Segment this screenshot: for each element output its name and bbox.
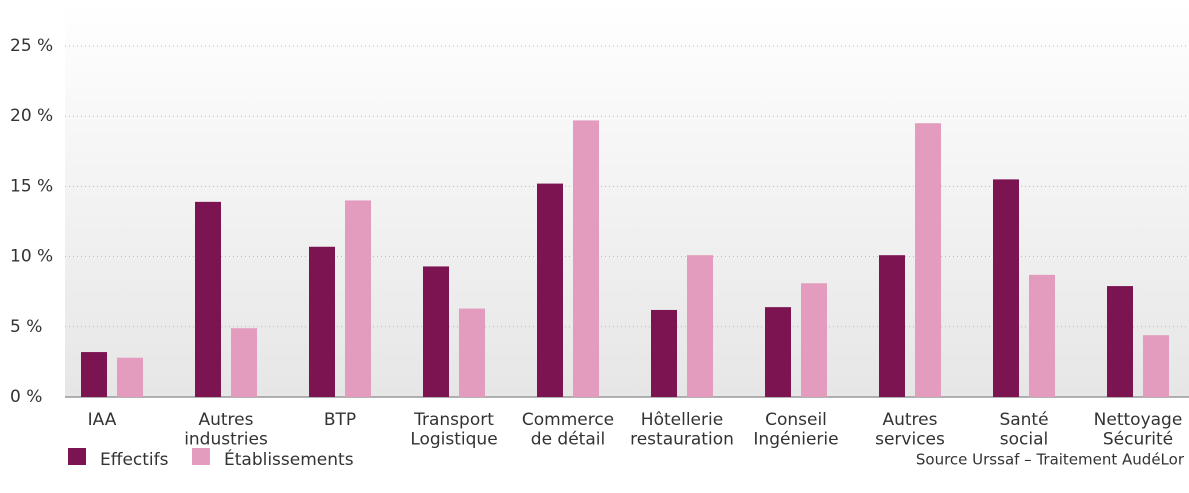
bar	[117, 357, 143, 397]
y-tick-label: 10 %	[10, 247, 53, 267]
bar	[993, 179, 1019, 397]
bar	[345, 200, 371, 397]
x-tick-label: Hôtellerie restauration	[630, 410, 734, 450]
legend-label: Effectifs	[100, 450, 169, 470]
x-tick-label: Santé social	[999, 410, 1048, 450]
bar	[1029, 274, 1055, 397]
bar	[801, 283, 827, 397]
bar	[459, 308, 485, 397]
bar	[1107, 286, 1133, 397]
y-tick-label: 25 %	[10, 36, 53, 56]
y-tick-label: 20 %	[10, 106, 53, 126]
bar	[1143, 335, 1169, 397]
bar	[879, 255, 905, 397]
y-tick-label: 15 %	[10, 176, 53, 196]
bar	[195, 201, 221, 397]
bar	[573, 120, 599, 398]
legend-swatch	[68, 448, 86, 465]
x-tick-label: Commerce de détail	[522, 410, 614, 450]
bar	[537, 183, 563, 397]
x-tick-label: IAA	[88, 410, 117, 430]
bar	[423, 266, 449, 397]
x-tick-label: Conseil Ingénierie	[753, 410, 838, 450]
bar	[687, 255, 713, 397]
bar	[231, 328, 257, 397]
legend-swatch	[192, 448, 210, 465]
x-tick-label: Autres industries	[184, 410, 268, 450]
x-tick-label: BTP	[324, 410, 356, 430]
x-tick-label: Transport Logistique	[410, 410, 497, 450]
bar	[651, 309, 677, 397]
bar	[81, 352, 107, 397]
y-tick-label: 5 %	[10, 317, 42, 337]
bar	[309, 246, 335, 397]
y-tick-label: 0 %	[10, 387, 42, 407]
bar	[765, 307, 791, 397]
legend-label: Établissements	[224, 448, 354, 470]
x-tick-label: Autres services	[875, 410, 945, 450]
source-note: Source Urssaf – Traitement AudéLor	[916, 451, 1185, 469]
bar	[915, 123, 941, 397]
x-tick-label: Nettoyage Sécurité	[1094, 410, 1183, 450]
